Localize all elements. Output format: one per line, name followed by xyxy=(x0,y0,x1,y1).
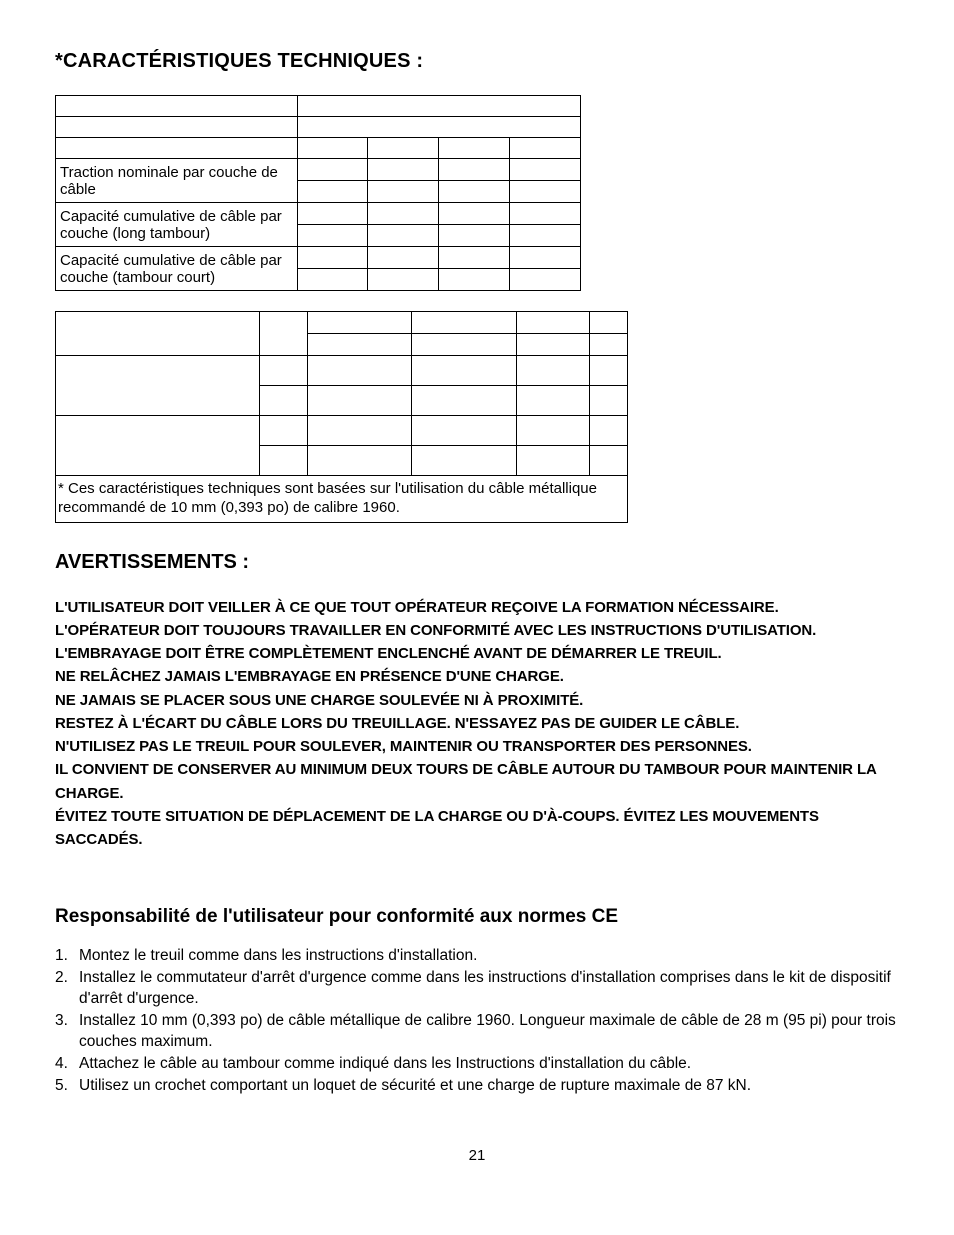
table2-footnote: * Ces caractéristiques techniques sont b… xyxy=(56,476,628,523)
warnings-heading: AVERTISSEMENTS : xyxy=(55,551,899,574)
table1-row-label: Traction nominale par couche de câble xyxy=(56,159,298,203)
specs-table-1: Traction nominale par couche de câble Ca… xyxy=(55,95,581,291)
warning-item: ÉVITEZ TOUTE SITUATION DE DÉPLACEMENT DE… xyxy=(55,805,899,852)
table1-row-label: Capacité cumulative de câble par couche … xyxy=(56,203,298,247)
warning-item: RESTEZ À L'ÉCART DU CÂBLE LORS DU TREUIL… xyxy=(55,712,899,735)
responsibility-heading: Responsabilité de l'utilisateur pour con… xyxy=(55,906,899,928)
list-number: 3. xyxy=(55,1011,79,1053)
responsibility-list: 1.Montez le treuil comme dans les instru… xyxy=(55,946,899,1096)
warning-item: NE JAMAIS SE PLACER SOUS UNE CHARGE SOUL… xyxy=(55,689,899,712)
list-number: 2. xyxy=(55,968,79,1010)
list-item-text: Installez 10 mm (0,393 po) de câble méta… xyxy=(79,1011,899,1053)
list-item-text: Montez le treuil comme dans les instruct… xyxy=(79,946,477,967)
warning-item: L'OPÉRATEUR DOIT TOUJOURS TRAVAILLER EN … xyxy=(55,619,899,642)
list-number: 1. xyxy=(55,946,79,967)
page-heading: *CARACTÉRISTIQUES TECHNIQUES : xyxy=(55,50,899,73)
table1-row-label: Capacité cumulative de câble par couche … xyxy=(56,247,298,291)
warning-item: N'UTILISEZ PAS LE TREUIL POUR SOULEVER, … xyxy=(55,735,899,758)
list-number: 4. xyxy=(55,1054,79,1075)
warning-item: L'EMBRAYAGE DOIT ÊTRE COMPLÈTEMENT ENCLE… xyxy=(55,642,899,665)
list-number: 5. xyxy=(55,1076,79,1097)
warning-item: NE RELÂCHEZ JAMAIS L'EMBRAYAGE EN PRÉSEN… xyxy=(55,665,899,688)
list-item-text: Installez le commutateur d'arrêt d'urgen… xyxy=(79,968,899,1010)
list-item-text: Attachez le câble au tambour comme indiq… xyxy=(79,1054,691,1075)
warning-item: IL CONVIENT DE CONSERVER AU MINIMUM DEUX… xyxy=(55,758,899,805)
list-item-text: Utilisez un crochet comportant un loquet… xyxy=(79,1076,751,1097)
page-number: 21 xyxy=(55,1147,899,1164)
specs-table-2: * Ces caractéristiques techniques sont b… xyxy=(55,311,628,523)
warnings-block: L'UTILISATEUR DOIT VEILLER À CE QUE TOUT… xyxy=(55,596,899,852)
warning-item: L'UTILISATEUR DOIT VEILLER À CE QUE TOUT… xyxy=(55,596,899,619)
